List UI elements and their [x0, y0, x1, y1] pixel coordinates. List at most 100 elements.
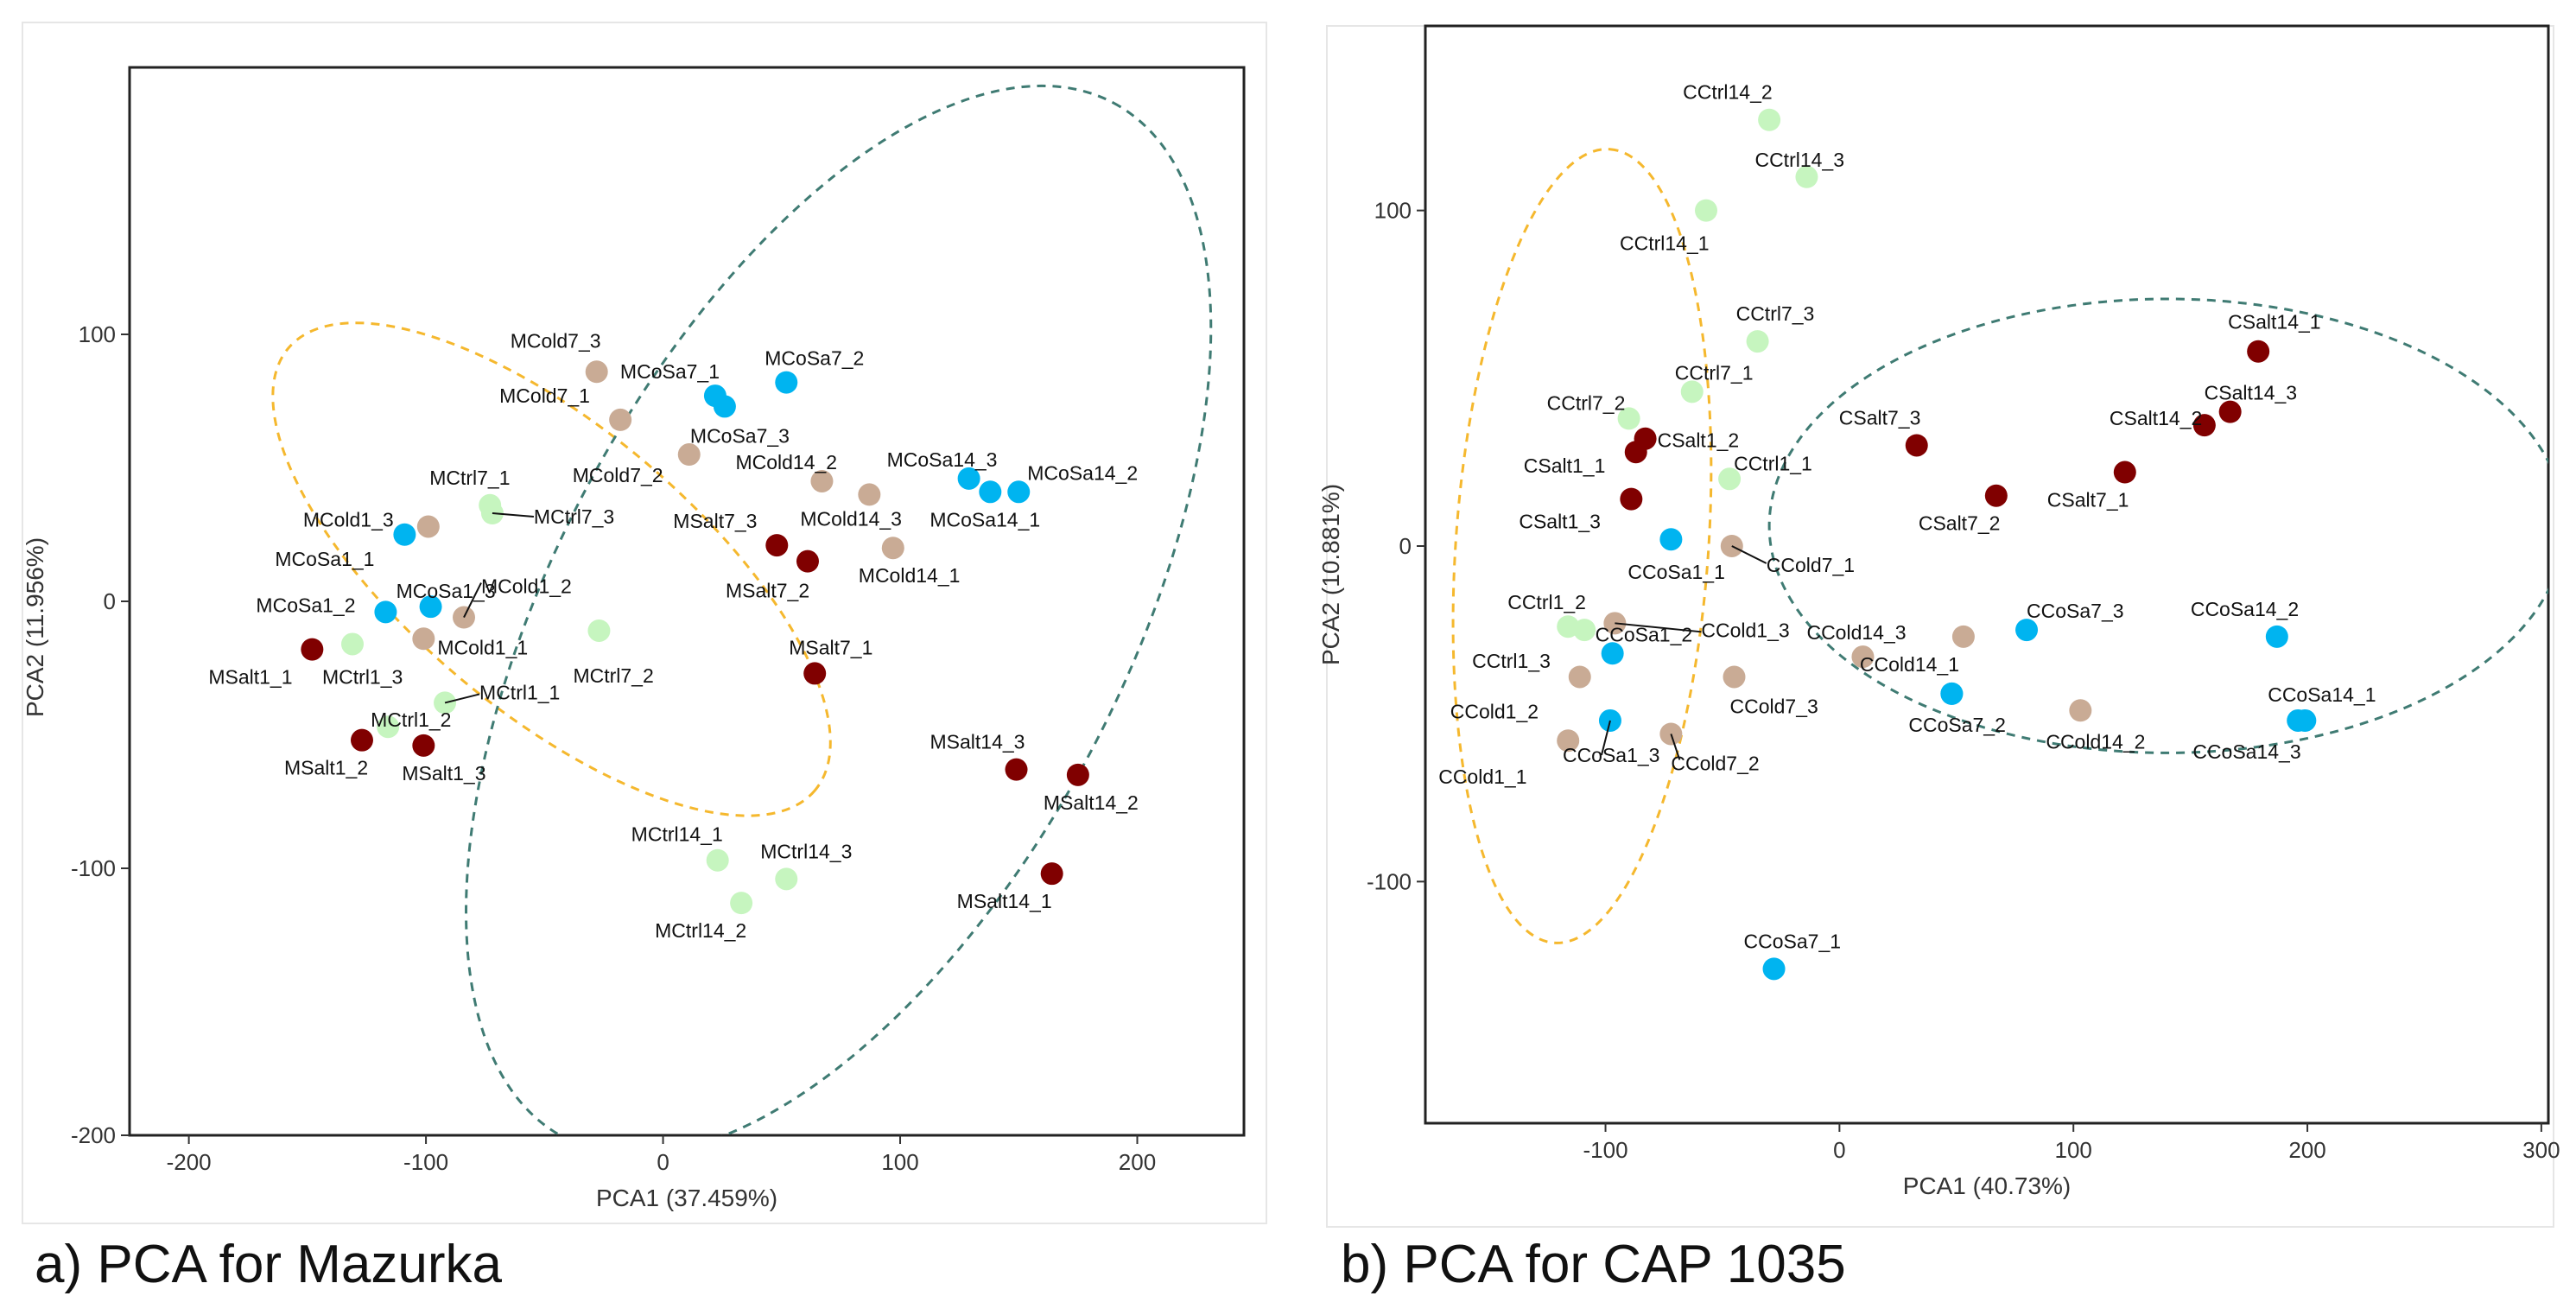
point-label: MCold1_3: [303, 508, 394, 530]
point-label: MCold7_3: [511, 329, 601, 352]
y-tick-label: 0: [104, 588, 116, 614]
point-label: CCold14_1: [1860, 653, 1959, 676]
point-label: MCoSa1_3: [397, 580, 496, 602]
point-label: MCoSa1_1: [275, 548, 374, 570]
data-point: [1762, 957, 1786, 981]
point-label: CSalt1_1: [1524, 454, 1606, 477]
data-point: [1066, 763, 1089, 786]
point-label: CCoSa1_3: [1563, 744, 1660, 766]
y-axis-label: PCA2 (11.956%): [22, 537, 48, 717]
data-point: [730, 892, 753, 915]
point-label: CCold7_2: [1671, 752, 1759, 774]
point-label: CCoSa14_2: [2191, 598, 2299, 620]
y-tick-label: -100: [1367, 868, 1412, 894]
x-tick-label: 300: [2522, 1137, 2560, 1163]
point-label: CCold7_1: [1767, 554, 1855, 576]
data-point: [1746, 330, 1769, 353]
data-point: [765, 534, 789, 557]
point-label: MCold1_2: [481, 575, 572, 598]
x-tick-label: -200: [167, 1149, 212, 1175]
data-point: [1005, 758, 1028, 781]
point-label: MCold1_1: [437, 636, 528, 658]
data-point: [1984, 484, 2008, 507]
point-label: MSalt7_3: [673, 510, 757, 532]
point-label: MCoSa7_1: [620, 360, 720, 383]
confidence-ellipse: [1451, 148, 1713, 944]
data-point: [374, 600, 397, 624]
data-point: [1758, 108, 1781, 131]
point-label: MCoSa7_2: [765, 347, 864, 370]
point-label: MCtrl14_1: [631, 823, 723, 846]
plot-area: [1451, 108, 2548, 981]
x-tick-label: 200: [1119, 1149, 1156, 1175]
data-point: [706, 848, 729, 872]
plot-frame: [1424, 24, 2550, 1125]
point-label: MSalt1_1: [208, 666, 292, 689]
point-label: CCold14_2: [2046, 730, 2145, 753]
point-label: CSalt7_3: [1839, 406, 1921, 429]
point-label: MSalt14_2: [1044, 791, 1139, 814]
point-label: MCoSa7_3: [690, 424, 790, 447]
data-point: [677, 443, 701, 467]
confidence-ellipse: [271, 321, 832, 817]
data-point: [416, 515, 440, 538]
x-tick-label: 0: [657, 1149, 669, 1175]
point-label: MSalt7_1: [789, 636, 872, 658]
label-leader-line: [1670, 734, 1681, 760]
point-label: MCtrl14_3: [760, 840, 852, 862]
label-leader-line: [1615, 622, 1702, 633]
point-label: CSalt1_3: [1519, 511, 1601, 533]
point-label: MCtrl7_3: [534, 505, 614, 528]
point-label: MCoSa14_2: [1027, 461, 1138, 484]
point-label: MCoSa14_1: [930, 508, 1040, 530]
data-point: [301, 638, 324, 661]
label-leader-line: [1731, 545, 1767, 564]
data-point: [1659, 528, 1683, 551]
caption-cap1035: b) PCA for CAP 1035: [1341, 1235, 1846, 1294]
y-tick-label: -100: [71, 855, 116, 881]
point-label: MCtrl14_2: [655, 919, 746, 942]
data-point: [1007, 480, 1031, 504]
point-label: CSalt7_2: [1919, 512, 2001, 535]
point-label: MSalt14_1: [957, 890, 1052, 912]
x-tick-label: 100: [881, 1149, 918, 1175]
x-tick-label: 200: [2288, 1137, 2325, 1163]
plot-frame: [128, 66, 1246, 1137]
data-point: [1557, 729, 1580, 753]
point-label: MCold14_3: [800, 507, 902, 530]
data-point: [1951, 625, 1975, 648]
data-point: [2294, 708, 2317, 732]
data-point: [412, 734, 435, 757]
data-point: [881, 537, 904, 560]
point-label: CCtrl1_2: [1507, 591, 1586, 613]
data-point: [1040, 862, 1063, 886]
data-point: [1624, 441, 1647, 464]
point-label: CCold1_3: [1701, 619, 1789, 641]
y-tick-label: -200: [71, 1122, 116, 1148]
point-label: CCold7_3: [1730, 695, 1818, 717]
point-label: CCtrl7_2: [1547, 391, 1626, 414]
x-axis-label: PCA1 (40.73%): [1903, 1172, 2072, 1199]
data-point: [1723, 665, 1746, 689]
point-label: CCold1_1: [1438, 765, 1526, 788]
point-label: MCtrl1_3: [322, 665, 403, 688]
data-point: [957, 467, 980, 490]
x-axis-label: PCA1 (37.459%): [596, 1185, 777, 1211]
plot-area: [271, 84, 1213, 1135]
data-point: [419, 595, 442, 619]
point-label: CCtrl14_1: [1620, 232, 1710, 255]
data-point: [2218, 400, 2242, 423]
point-label: CSalt1_2: [1658, 429, 1740, 452]
point-label: CCoSa7_1: [1744, 930, 1842, 952]
point-label: MCold14_2: [735, 451, 837, 473]
point-label: MCtrl1_2: [371, 708, 451, 731]
data-point: [1601, 642, 1624, 665]
label-leader-line: [492, 512, 535, 518]
point-label: CCtrl7_1: [1675, 361, 1754, 384]
data-point: [858, 483, 881, 506]
data-point: [1718, 467, 1742, 491]
data-point: [713, 395, 736, 418]
x-tick-label: 100: [2055, 1137, 2092, 1163]
point-label: MSalt14_3: [930, 731, 1025, 753]
data-point: [1720, 534, 1743, 557]
